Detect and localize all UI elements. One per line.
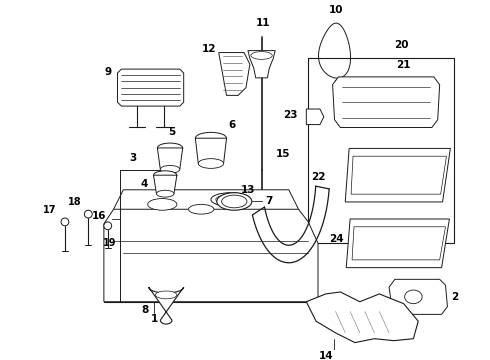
Text: 8: 8 <box>141 306 148 315</box>
Polygon shape <box>148 287 184 324</box>
Polygon shape <box>104 209 318 302</box>
Ellipse shape <box>251 51 272 59</box>
Text: 20: 20 <box>394 40 409 50</box>
Text: 23: 23 <box>284 110 298 120</box>
Polygon shape <box>351 156 446 194</box>
Text: 2: 2 <box>452 292 459 302</box>
Text: 3: 3 <box>129 153 137 163</box>
Ellipse shape <box>84 210 92 218</box>
Text: 6: 6 <box>229 120 236 130</box>
Text: 19: 19 <box>103 238 117 248</box>
Text: 22: 22 <box>311 172 325 182</box>
Ellipse shape <box>196 132 226 144</box>
Ellipse shape <box>216 195 245 204</box>
Ellipse shape <box>156 190 174 197</box>
Polygon shape <box>346 219 449 267</box>
Polygon shape <box>219 53 250 95</box>
Text: 24: 24 <box>329 234 344 244</box>
Text: 13: 13 <box>241 185 255 195</box>
Text: 1: 1 <box>151 314 158 324</box>
Polygon shape <box>345 148 450 202</box>
Text: 5: 5 <box>169 127 175 138</box>
Polygon shape <box>389 279 447 314</box>
Ellipse shape <box>211 193 250 206</box>
Text: 21: 21 <box>396 60 411 70</box>
Polygon shape <box>196 138 226 163</box>
Ellipse shape <box>217 193 252 210</box>
Polygon shape <box>157 148 183 169</box>
Ellipse shape <box>155 291 177 299</box>
Polygon shape <box>153 175 177 194</box>
Text: 4: 4 <box>140 179 147 189</box>
Text: 9: 9 <box>104 67 111 77</box>
Ellipse shape <box>189 204 214 214</box>
Polygon shape <box>352 227 445 260</box>
Ellipse shape <box>61 218 69 226</box>
Ellipse shape <box>160 166 180 173</box>
Text: 7: 7 <box>266 197 273 207</box>
Ellipse shape <box>221 195 247 208</box>
Text: 14: 14 <box>318 351 333 360</box>
Text: 17: 17 <box>43 205 56 215</box>
Ellipse shape <box>104 222 112 230</box>
Ellipse shape <box>157 143 183 153</box>
Polygon shape <box>318 23 350 78</box>
Polygon shape <box>306 109 324 125</box>
Polygon shape <box>114 190 298 226</box>
Text: 16: 16 <box>92 211 106 221</box>
Polygon shape <box>118 69 184 106</box>
Text: 11: 11 <box>256 18 271 28</box>
Text: 12: 12 <box>202 44 216 54</box>
Ellipse shape <box>198 159 223 168</box>
Polygon shape <box>333 77 440 127</box>
Ellipse shape <box>153 171 177 180</box>
Text: 15: 15 <box>276 149 290 159</box>
Ellipse shape <box>147 199 177 210</box>
Text: 10: 10 <box>329 5 344 15</box>
Polygon shape <box>248 51 275 78</box>
Text: 18: 18 <box>68 197 81 207</box>
Ellipse shape <box>405 290 422 304</box>
Polygon shape <box>306 292 418 343</box>
